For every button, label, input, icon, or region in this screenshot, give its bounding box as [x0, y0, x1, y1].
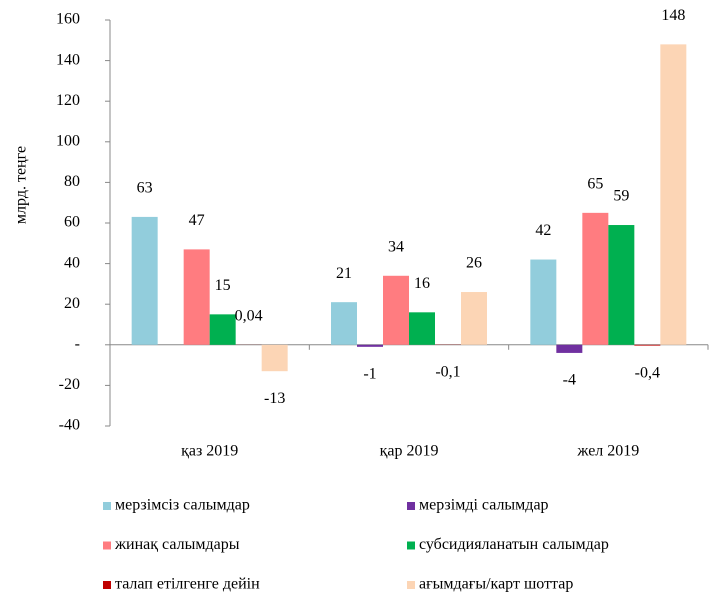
y-tick-label: 20 — [64, 295, 80, 312]
bar — [409, 312, 435, 345]
bar — [331, 302, 357, 345]
legend-swatch — [407, 581, 415, 589]
data-label: 63 — [137, 180, 153, 197]
y-tick-label: 140 — [56, 51, 80, 68]
bar — [556, 344, 583, 353]
bar — [183, 249, 210, 345]
legend-label: талап етілгенге дейін — [115, 576, 260, 593]
legend-swatch — [103, 581, 111, 589]
legend-label: мерзімсіз салымдар — [115, 497, 250, 514]
y-tick-label: 160 — [56, 11, 80, 28]
y-tick-label: 120 — [56, 92, 80, 109]
bar — [131, 216, 158, 345]
bar — [383, 275, 409, 345]
data-label: 34 — [388, 238, 404, 255]
legend-label: жинақ салымдары — [114, 536, 240, 553]
data-label: -13 — [264, 390, 285, 407]
x-tick-label: қаз 2019 — [181, 443, 238, 460]
bar — [660, 44, 687, 345]
legend-label: мерзімді салымдар — [419, 497, 549, 514]
y-tick-label: 60 — [64, 214, 80, 231]
legend-swatch — [407, 502, 415, 510]
legend-swatch — [407, 541, 415, 550]
legend-swatch — [103, 502, 111, 510]
data-label: -0,4 — [635, 364, 660, 381]
y-tick-label: -40 — [59, 417, 80, 434]
legend-swatch — [103, 541, 111, 550]
data-label: -0,1 — [435, 364, 460, 381]
bar — [608, 225, 635, 345]
y-tick-label: 100 — [56, 132, 80, 149]
data-label: -4 — [563, 372, 576, 389]
bar — [582, 212, 609, 345]
data-label: 47 — [189, 212, 205, 229]
y-tick-label: 40 — [64, 254, 80, 271]
bar — [634, 344, 661, 346]
y-axis-label: млрд. теңге — [13, 146, 30, 224]
bar — [461, 292, 487, 345]
x-tick-label: қар 2019 — [380, 443, 439, 460]
y-tick-label: - — [75, 335, 80, 352]
data-label: 16 — [414, 275, 430, 292]
x-tick-label: жел 2019 — [576, 443, 639, 460]
y-tick-label: 80 — [64, 173, 80, 190]
data-label: 21 — [336, 265, 352, 282]
y-tick-label: -20 — [59, 376, 80, 393]
data-label: 65 — [587, 176, 603, 193]
data-label: 15 — [215, 277, 231, 294]
legend-label: субсидияланатын салымдар — [419, 536, 609, 553]
bar — [261, 344, 288, 372]
bar — [530, 259, 557, 345]
data-label: 148 — [661, 7, 685, 24]
data-label: 26 — [466, 255, 482, 272]
bar — [209, 314, 236, 345]
data-label: 59 — [613, 188, 629, 205]
bar — [357, 344, 383, 347]
data-label: 42 — [535, 222, 551, 239]
legend-label: ағымдағы/карт шоттар — [419, 576, 573, 593]
data-label: -1 — [363, 366, 376, 383]
data-label: 0,04 — [235, 307, 263, 324]
